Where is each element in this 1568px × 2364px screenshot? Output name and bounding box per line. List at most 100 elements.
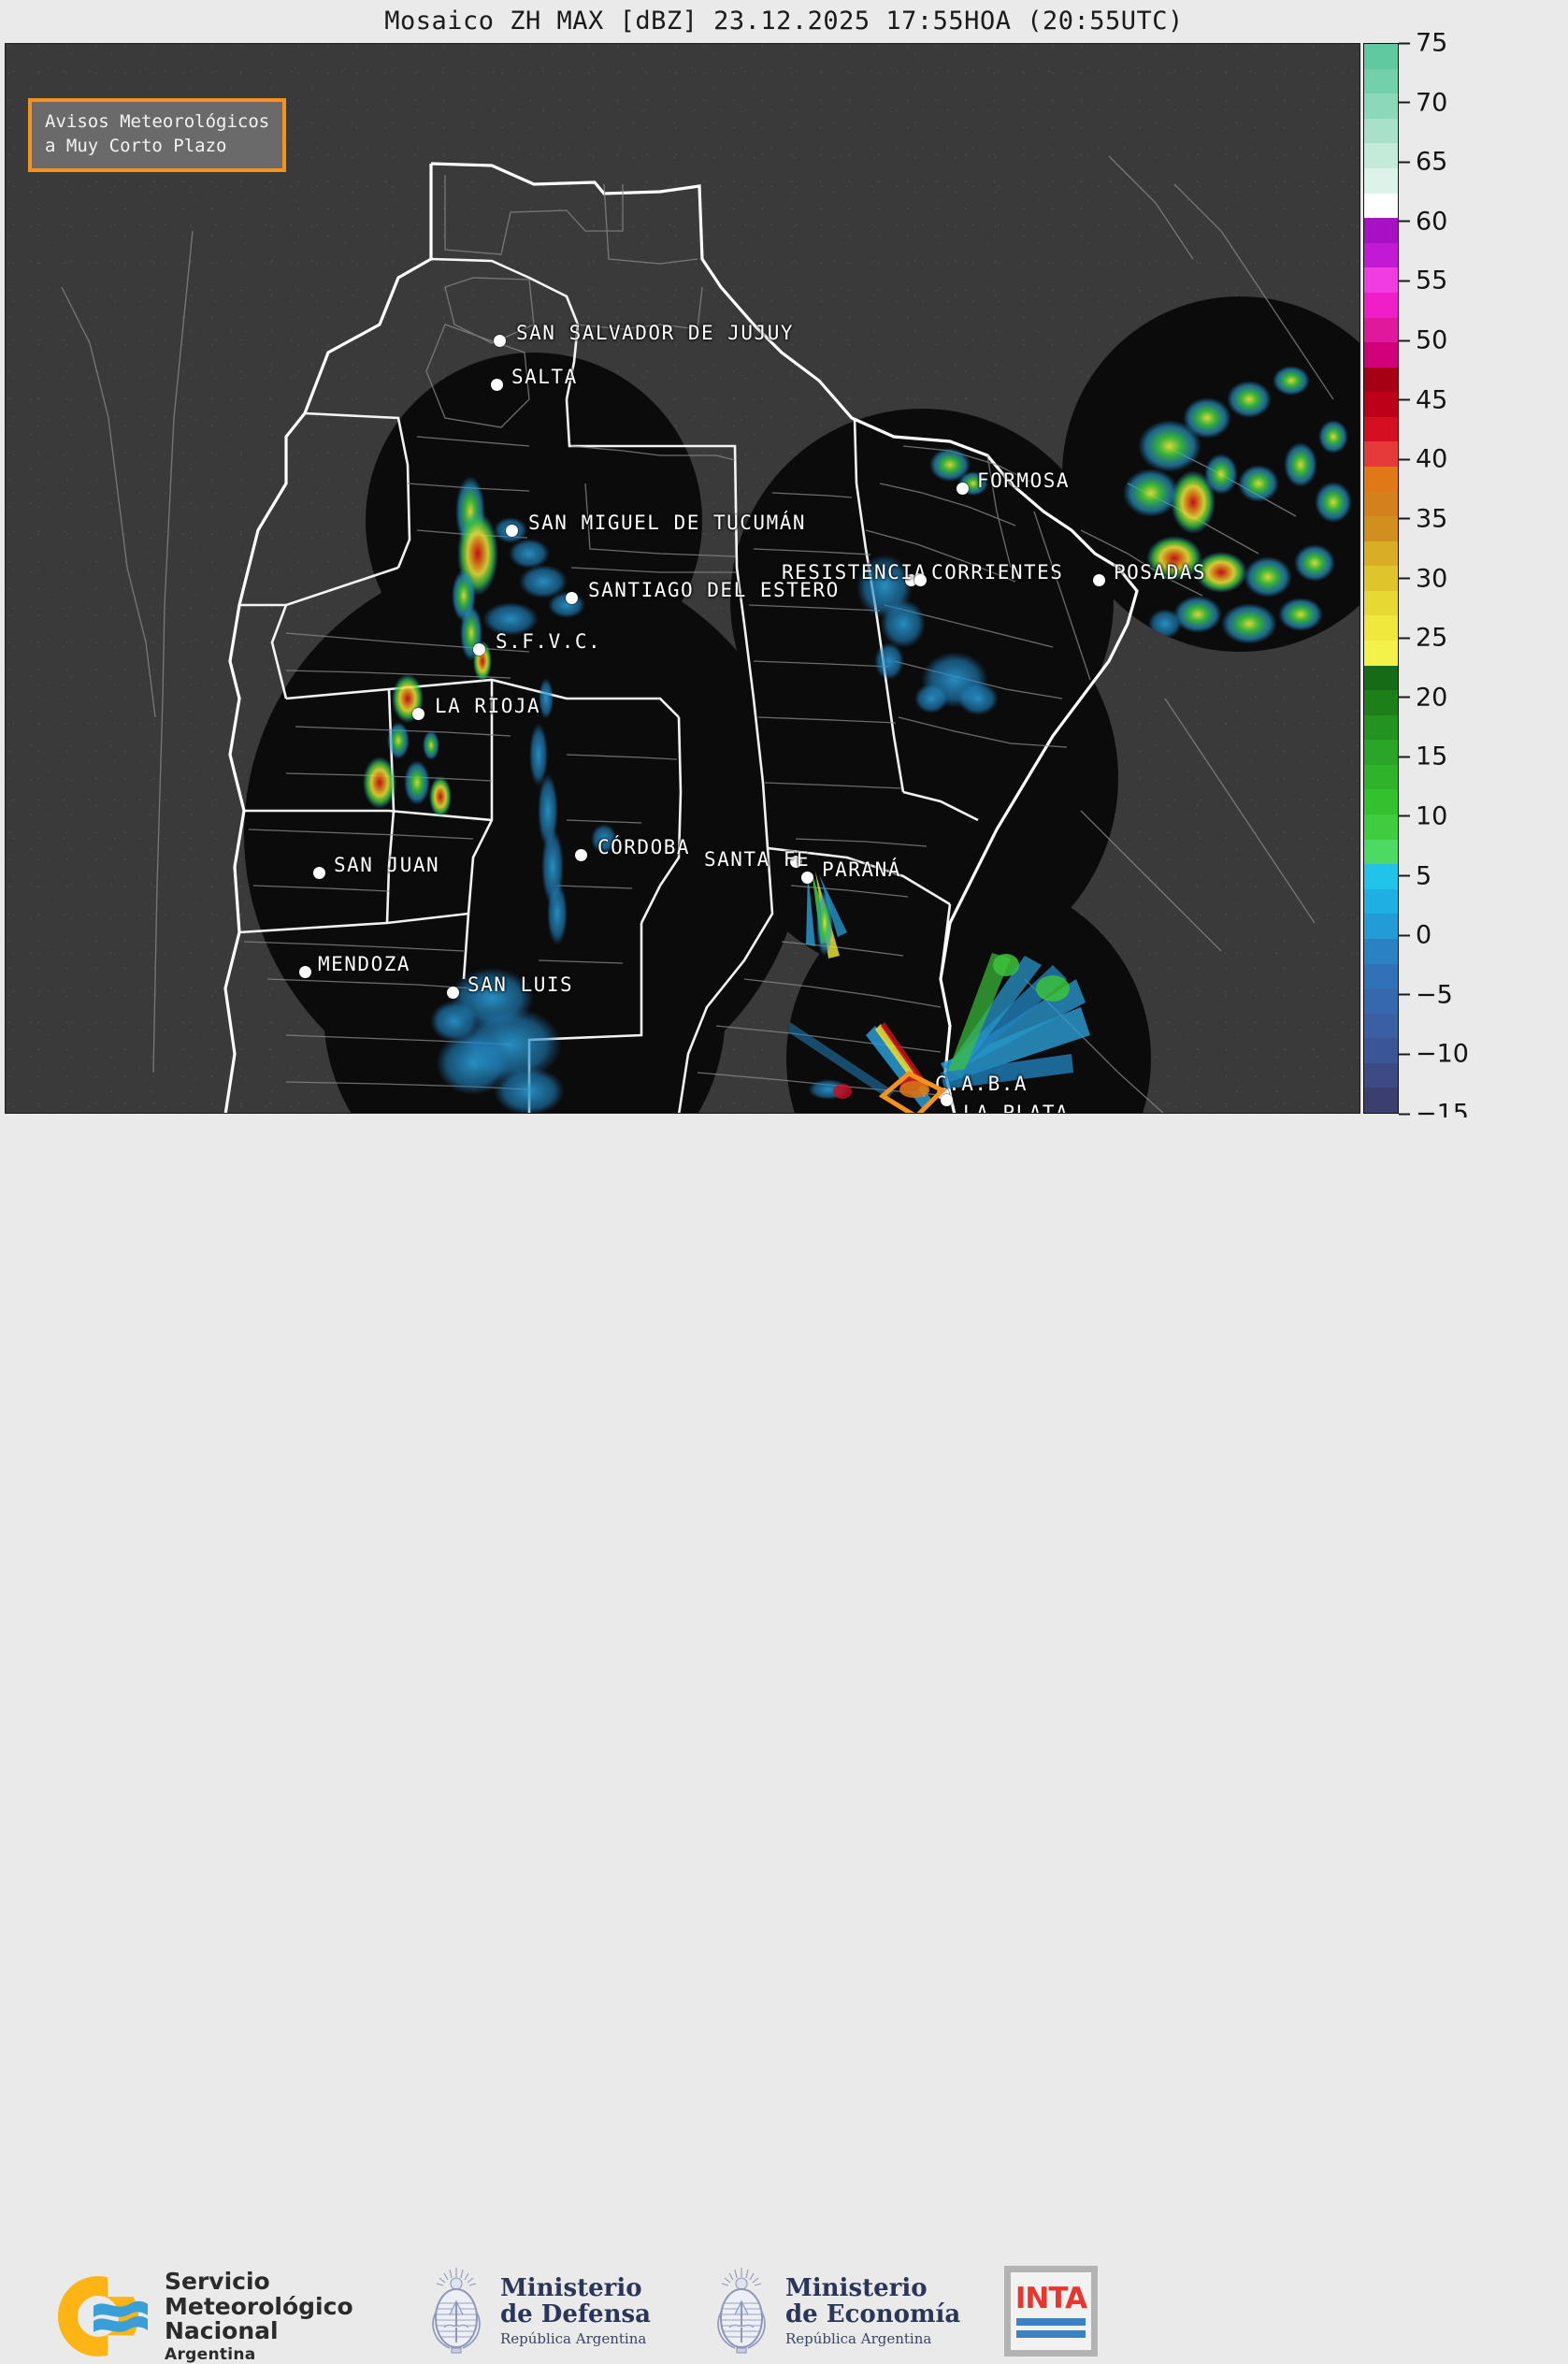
- colorbar-tick-dash: [1399, 339, 1410, 342]
- city-label: CÓRDOBA: [597, 836, 691, 858]
- colorbar-segment: [1364, 516, 1398, 541]
- colorbar-tick-label: 45: [1416, 385, 1448, 415]
- colorbar-segment: [1364, 218, 1398, 243]
- colorbar-tick: 45: [1399, 387, 1447, 412]
- colorbar-tick-dash: [1399, 993, 1410, 996]
- alert-box: Avisos Meteorológicos a Muy Corto Plazo: [28, 98, 287, 173]
- colorbar-tick-dash: [1399, 874, 1410, 877]
- colorbar-tick-label: −5: [1416, 980, 1453, 1010]
- colorbar-tick: −10: [1399, 1042, 1469, 1067]
- colorbar-segment: [1364, 566, 1398, 591]
- economia-line-1: Ministerio: [785, 2273, 928, 2302]
- economia-line-3: República Argentina: [785, 2329, 932, 2347]
- colorbar-segment: [1364, 1038, 1398, 1063]
- colorbar-tick-dash: [1399, 934, 1410, 937]
- colorbar-tick: 35: [1399, 506, 1447, 531]
- city-dot-icon: [412, 708, 424, 720]
- city-label: SAN JUAN: [334, 854, 440, 876]
- colorbar-segment: [1364, 914, 1398, 939]
- colorbar-segment: [1364, 416, 1398, 442]
- colorbar-tick-label: 10: [1416, 801, 1448, 831]
- colorbar-segment: [1364, 814, 1398, 840]
- colorbar-segment: [1364, 764, 1398, 790]
- city-label: RESISTENCIA: [782, 561, 928, 584]
- city-dot-icon: [914, 574, 927, 586]
- colorbar-segment: [1364, 118, 1398, 144]
- colorbar-segment: [1364, 789, 1398, 815]
- city-dot-icon: [566, 592, 578, 604]
- city-label: SAN SALVADOR DE JUJUY: [516, 322, 795, 344]
- warning-polygon[interactable]: [875, 1068, 950, 1114]
- colorbar-segment: [1364, 963, 1398, 989]
- colorbar-tick-label: 70: [1416, 88, 1448, 118]
- colorbar-tick: 60: [1399, 209, 1447, 234]
- colorbar-segment: [1364, 641, 1398, 666]
- colorbar-tick-label: 25: [1416, 623, 1448, 653]
- colorbar-tick-label: 65: [1416, 147, 1448, 177]
- city-dot-icon: [313, 867, 325, 879]
- colorbar-tick-dash: [1399, 280, 1410, 282]
- colorbar-segment: [1364, 242, 1398, 268]
- logo-inta: INTA: [1004, 2266, 1098, 2357]
- colorbar-segment: [1364, 1062, 1398, 1088]
- smn-mark-icon: [58, 2274, 150, 2358]
- smn-line-2: Meteorológico: [165, 2292, 353, 2320]
- defensa-line-2: de Defensa: [500, 2300, 651, 2329]
- argentina-coat-of-arms-icon: [432, 2268, 481, 2354]
- colorbar-segment: [1364, 392, 1398, 417]
- colorbar-tick: 25: [1399, 626, 1447, 651]
- city-label: SAN LUIS: [468, 973, 574, 996]
- colorbar-segment: [1364, 1013, 1398, 1039]
- inta-wordmark: INTA: [1014, 2282, 1087, 2315]
- logo-servicio-meteorologico-nacional: Servicio Meteorológico Nacional Argentin…: [58, 2269, 353, 2363]
- colorbar-segment: [1364, 143, 1398, 169]
- city-dot-icon: [473, 643, 485, 656]
- logo-ministerio-de-defensa: Ministerio de Defensa República Argentin…: [425, 2266, 651, 2356]
- colorbar-segment: [1364, 590, 1398, 616]
- colorbar-tick-dash: [1399, 42, 1410, 44]
- colorbar-segment: [1364, 44, 1398, 69]
- colorbar-tick-label: 40: [1416, 444, 1448, 474]
- colorbar-tick-dash: [1399, 637, 1410, 640]
- colorbar-segment: [1364, 367, 1398, 393]
- colorbar-segment: [1364, 168, 1398, 194]
- colorbar-tick-label: 35: [1416, 504, 1448, 534]
- city-dot-icon: [506, 525, 518, 537]
- colorbar-tick-label: 20: [1416, 683, 1448, 713]
- colorbar-tick: −5: [1399, 982, 1453, 1007]
- colorbar-tick-dash: [1399, 1053, 1410, 1056]
- colorbar-tick-dash: [1399, 458, 1410, 461]
- colorbar-tick-label: 60: [1416, 207, 1448, 237]
- colorbar-segment: [1364, 888, 1398, 915]
- smn-flag-icon: [94, 2300, 148, 2332]
- colorbar-tick-dash: [1399, 1113, 1410, 1115]
- colorbar-tick-dash: [1399, 696, 1410, 699]
- city-label: LA PLATA: [963, 1102, 1070, 1114]
- logo-ministerio-de-economia: Ministerio de Economía República Argenti…: [711, 2266, 960, 2356]
- colorbar-segment: [1364, 68, 1398, 94]
- defensa-line-1: Ministerio: [500, 2273, 642, 2302]
- page-title: Mosaico ZH MAX [dBZ] 23.12.2025 17:55HOA…: [0, 0, 1568, 41]
- city-dot-icon: [1093, 574, 1105, 586]
- inta-bar-top: [1016, 2318, 1086, 2326]
- inta-inner: INTA: [1011, 2272, 1091, 2350]
- colorbar-segment: [1364, 541, 1398, 567]
- economia-wordmark: Ministerio de Economía República Argenti…: [785, 2275, 960, 2347]
- colorbar-segment: [1364, 292, 1398, 318]
- colorbar-tick: 30: [1399, 566, 1447, 591]
- city-label: MENDOZA: [318, 953, 411, 975]
- city-label: PARANÁ: [822, 858, 901, 881]
- city-dot-icon: [491, 379, 503, 391]
- city-label: CORRIENTES: [931, 561, 1064, 584]
- colorbar-tick: 15: [1399, 744, 1447, 770]
- colorbar-tick-label: 50: [1416, 325, 1448, 355]
- colorbar-tick-dash: [1399, 398, 1410, 401]
- economia-line-2: de Economía: [785, 2300, 961, 2329]
- colorbar-tick-label: 15: [1416, 742, 1448, 771]
- colorbar-tick-label: 5: [1416, 861, 1432, 891]
- colorbar-segment: [1364, 615, 1398, 641]
- city-dot-icon: [575, 849, 587, 861]
- colorbar-segment: [1364, 714, 1398, 741]
- radar-map-panel[interactable]: Avisos Meteorológicos a Muy Corto Plazo …: [5, 43, 1360, 1114]
- colorbar-tick-label: 0: [1416, 920, 1432, 950]
